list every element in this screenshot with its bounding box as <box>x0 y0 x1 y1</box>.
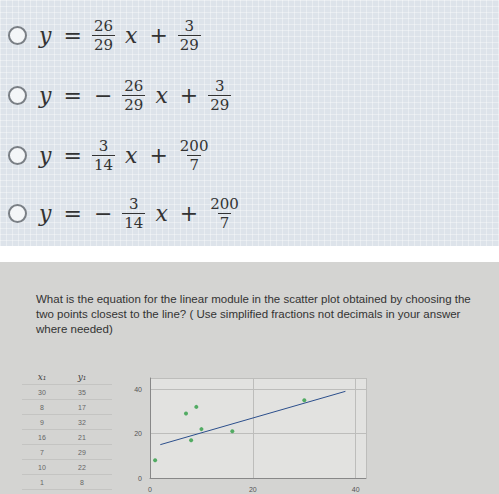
html-text:26: 26 <box>93 16 113 35</box>
svg-text:20: 20 <box>134 430 142 437</box>
html-text:29: 29 <box>93 35 113 54</box>
html-text:29: 29 <box>124 95 144 114</box>
html-text:16: 16 <box>38 433 46 441</box>
html-text:x₁: x₁ <box>37 372 47 382</box>
svg-text:0: 0 <box>148 486 152 493</box>
html-text:3: 3 <box>184 16 195 35</box>
html-text:y₁: y₁ <box>77 372 87 382</box>
html-text:y: y <box>39 142 52 168</box>
html-text:8: 8 <box>40 403 44 411</box>
html-text:3: 3 <box>98 136 109 155</box>
html-text:17: 17 <box>78 403 86 411</box>
html-text:7: 7 <box>189 155 199 174</box>
html-text:22: 22 <box>78 463 86 471</box>
html-text:3: 3 <box>215 76 225 95</box>
html-text:What is the equation for the l: What is the equation for the linear modu… <box>36 293 471 335</box>
html-text:9: 9 <box>40 418 44 426</box>
html-text:35: 35 <box>78 388 86 396</box>
html-text:x: x <box>125 142 138 168</box>
html-text:10: 10 <box>38 463 46 471</box>
html-text:x: x <box>155 200 168 226</box>
svg-text:40: 40 <box>134 386 142 393</box>
html-text:30: 30 <box>38 388 46 396</box>
html-text:y: y <box>39 82 52 108</box>
html-text:200: 200 <box>179 136 209 155</box>
html-text:x: x <box>155 82 168 108</box>
html-text:29: 29 <box>179 35 199 54</box>
html-text:200: 200 <box>210 194 239 213</box>
html-text:26: 26 <box>124 76 144 95</box>
svg-text:20: 20 <box>249 486 257 493</box>
html-text:7: 7 <box>219 213 230 232</box>
html-text:32: 32 <box>78 418 86 426</box>
html-text:y: y <box>39 200 52 226</box>
svg-text:0: 0 <box>138 475 142 482</box>
html-text:1: 1 <box>40 478 44 486</box>
html-text:3: 3 <box>129 194 139 213</box>
html-text:14: 14 <box>124 213 144 232</box>
html-text:29: 29 <box>78 448 86 456</box>
html-text:7: 7 <box>40 448 44 456</box>
html-text:29: 29 <box>210 95 230 114</box>
html-text:21: 21 <box>78 433 86 441</box>
html-text:8: 8 <box>80 478 84 486</box>
svg-text:40: 40 <box>352 486 360 493</box>
html-text:y: y <box>39 22 52 48</box>
html-text:14: 14 <box>93 155 113 174</box>
html-text:x: x <box>125 22 138 48</box>
